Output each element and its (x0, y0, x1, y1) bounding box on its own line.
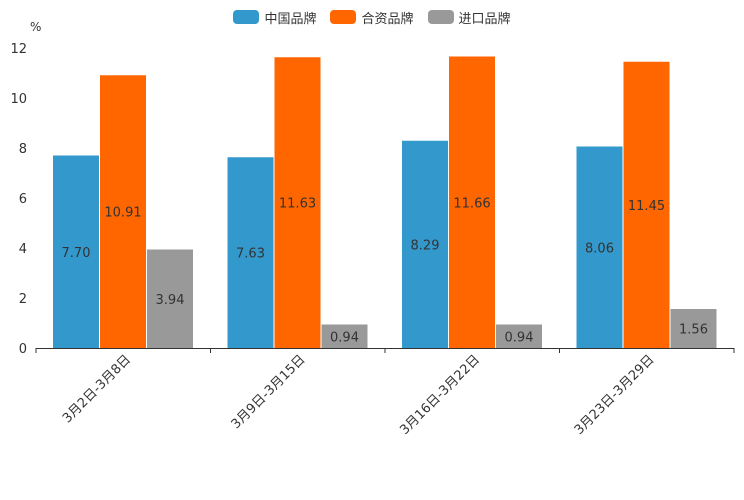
legend-label-domestic-brand: 中国品牌 (264, 11, 317, 27)
bar-1-3[interactable] (402, 140, 448, 348)
legend-item-imported-brand[interactable]: 进口品牌 (427, 8, 511, 27)
bar-value-label: 7.70 (62, 246, 91, 261)
chart-legend: 中国品牌 合资品牌 进口品牌 (0, 6, 744, 28)
bar-value-label: 7.63 (236, 247, 265, 262)
bar-2-3[interactable] (449, 56, 495, 349)
bar-value-label: 10.91 (104, 206, 141, 221)
bar-2-4[interactable] (623, 61, 670, 348)
bar-value-label: 11.63 (279, 197, 316, 212)
bar-3-2[interactable] (321, 324, 368, 349)
y-tick-label: 2 (19, 292, 27, 307)
bar-1-1[interactable] (53, 155, 99, 349)
x-tick-label: 3月2日-3月8日 (60, 352, 134, 426)
bar-value-label: 11.66 (453, 196, 490, 211)
bar-value-label: 3.94 (156, 293, 185, 308)
bar-3-1[interactable] (147, 249, 193, 349)
bar-value-label: 0.94 (505, 330, 534, 345)
y-tick-label: 0 (19, 342, 27, 357)
bar-value-label: 0.94 (330, 330, 359, 345)
legend-item-domestic-brand[interactable]: 中国品牌 (233, 8, 316, 27)
y-tick-label: 8 (19, 142, 27, 157)
legend-swatch-joint-venture-brand (330, 10, 357, 24)
bar-value-label: 11.45 (628, 199, 665, 214)
y-tick-label: 10 (10, 92, 27, 107)
y-tick-label: 6 (19, 192, 27, 207)
x-tick-label: 3月16日-3月22日 (397, 352, 483, 438)
legend-item-joint-venture-brand[interactable]: 合资品牌 (330, 8, 414, 27)
legend-swatch-domestic-brand (233, 10, 260, 24)
x-tick-label: 3月9日-3月15日 (229, 352, 309, 432)
y-tick-label: 12 (10, 42, 27, 57)
bar-2-2[interactable] (274, 57, 321, 348)
bar-value-label: 8.06 (585, 241, 614, 256)
bar-2-1[interactable] (100, 75, 146, 348)
bar-1-4[interactable] (576, 146, 623, 349)
x-tick-label: 3月23日-3月29日 (572, 352, 658, 438)
bar-3-3[interactable] (496, 324, 542, 349)
legend-label-imported-brand: 进口品牌 (458, 11, 511, 27)
legend-label-joint-venture-brand: 合资品牌 (361, 11, 414, 27)
bar-value-label: 1.56 (679, 323, 708, 338)
y-tick-label: 4 (19, 242, 27, 257)
bar-3-4[interactable] (670, 309, 717, 348)
y-axis-unit-label: % (30, 20, 42, 34)
bar-1-2[interactable] (227, 157, 274, 348)
bar-value-label: 8.29 (411, 238, 440, 253)
legend-swatch-imported-brand (427, 10, 454, 24)
